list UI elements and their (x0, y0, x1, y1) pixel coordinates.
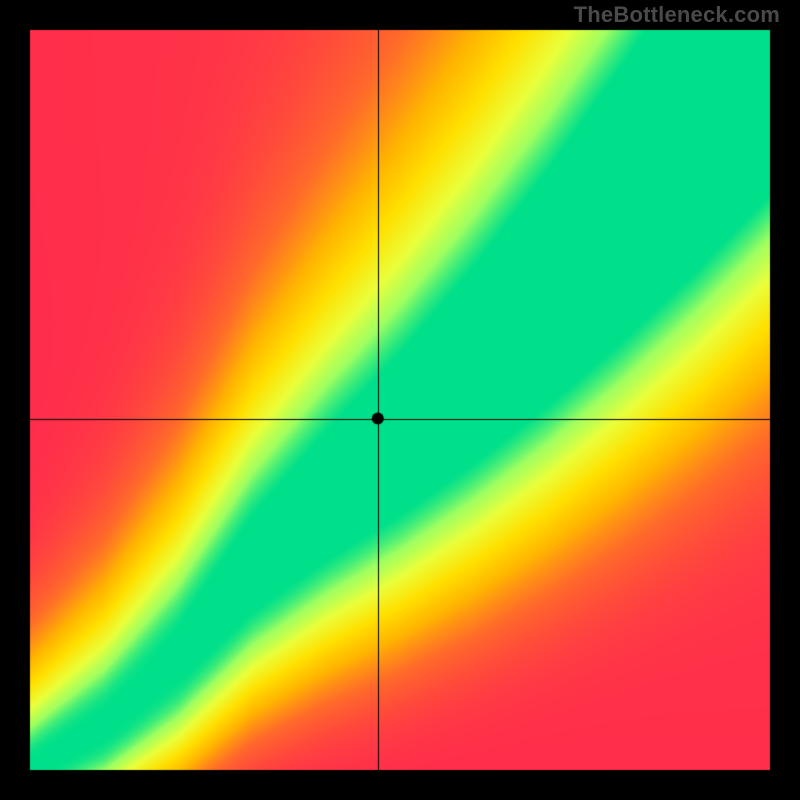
bottleneck-heatmap (0, 0, 800, 800)
watermark-text: TheBottleneck.com (574, 2, 780, 28)
chart-frame: { "watermark": { "text": "TheBottleneck.… (0, 0, 800, 800)
